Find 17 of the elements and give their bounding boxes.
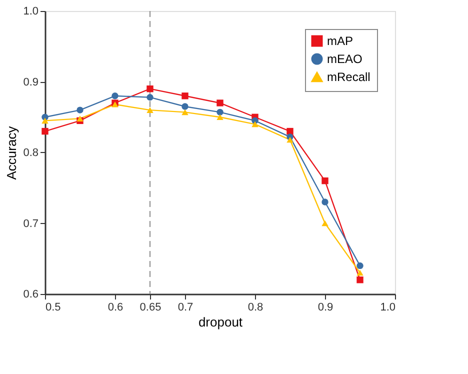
legend-label: mEAO [327, 52, 362, 66]
legend-label: mRecall [327, 70, 370, 84]
x-tick-label: 0.9 [318, 302, 334, 314]
x-tick-label: 1.0 [380, 302, 396, 314]
y-tick-label: 0.9 [23, 76, 38, 88]
x-tick-label: 0.65 [140, 302, 162, 314]
y-tick-label: 1.0 [23, 6, 38, 18]
legend-label: mAP [327, 34, 354, 48]
y-tick-label: 0.8 [23, 147, 38, 159]
x-tick-label: 0.8 [248, 302, 264, 314]
x-tick-label: 0.7 [178, 302, 194, 314]
y-axis-title: Accuracy [4, 126, 20, 180]
x-tick-label: 0.5 [46, 302, 61, 314]
y-tick-label: 0.6 [23, 288, 38, 300]
x-axis-title: dropout [198, 314, 243, 330]
y-tick-label: 0.7 [23, 218, 38, 230]
x-tick-label: 0.6 [108, 302, 124, 314]
